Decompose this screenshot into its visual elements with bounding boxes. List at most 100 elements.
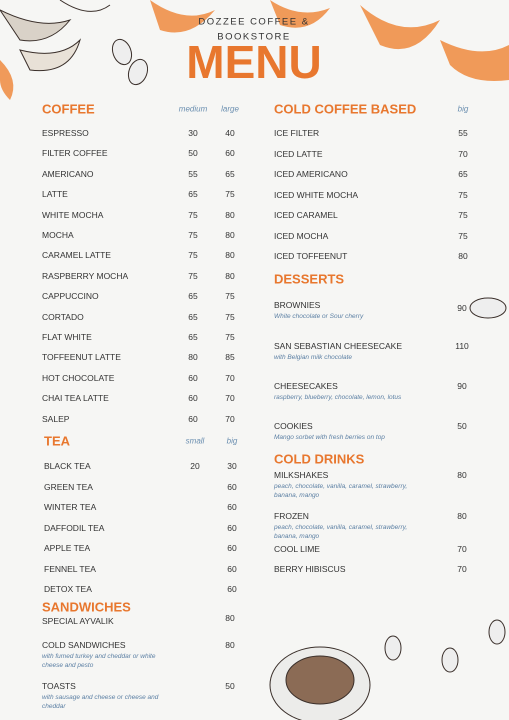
item-name: APPLE TEA	[44, 543, 91, 553]
column-header: small	[185, 436, 205, 446]
item-price: 55	[458, 128, 468, 138]
item-description: peach, chocolate, vanilla, caramel, stra…	[274, 483, 408, 499]
item-name: FENNEL TEA	[44, 563, 96, 574]
section-title: DESSERTS	[274, 271, 345, 287]
item-description: with fumed turkey and cheddar or white c…	[42, 653, 156, 669]
item-price: 60	[227, 543, 237, 553]
item-name: COOL LIME	[274, 544, 320, 554]
item-price: 30	[227, 461, 237, 471]
item-name: SALEP	[42, 413, 70, 424]
item-name: HOT CHOCOLATE	[42, 372, 115, 383]
item-price: 80	[225, 230, 235, 240]
item-price: 75	[188, 250, 198, 261]
item-price: 60	[227, 481, 237, 492]
item-name: DAFFODIL TEA	[44, 522, 105, 533]
item-price: 90	[457, 303, 467, 313]
item-price: 75	[188, 209, 198, 220]
item-name: GREEN TEA	[44, 481, 93, 492]
item-price: 110	[455, 341, 469, 351]
item-name: BERRY HIBISCUS	[274, 564, 346, 574]
item-price: 80	[225, 640, 235, 650]
item-name: CORTADO	[42, 311, 84, 322]
item-name: DETOX TEA	[44, 584, 92, 594]
item-price: 70	[225, 393, 235, 404]
item-price: 85	[225, 352, 235, 363]
section-title: SANDWICHES	[42, 599, 131, 615]
item-price: 50	[225, 681, 235, 691]
item-name: COOKIES	[274, 421, 313, 431]
item-price: 80	[225, 613, 235, 623]
section-title: COLD COFFEE BASED	[274, 101, 417, 117]
item-name: ICED AMERICANO	[274, 169, 348, 179]
item-price: 20	[190, 461, 200, 471]
menu-title: MENU	[186, 36, 322, 88]
item-price: 60	[227, 584, 237, 594]
item-name: CHAI TEA LATTE	[42, 393, 109, 404]
item-price: 40	[225, 128, 235, 138]
item-price: 90	[457, 381, 467, 391]
item-name: ICE FILTER	[274, 128, 320, 138]
header-line: DOZZEE COFFEE &	[198, 16, 310, 28]
item-price: 60	[227, 522, 237, 533]
item-name: FILTER COFFEE	[42, 148, 108, 159]
item-price: 80	[225, 209, 235, 220]
item-price: 55	[188, 168, 198, 179]
item-name: TOASTS	[42, 681, 76, 691]
column-header: large	[221, 104, 239, 114]
item-name: CAPPUCCINO	[42, 291, 99, 302]
item-price: 75	[225, 332, 235, 342]
item-name: BROWNIES	[274, 300, 321, 310]
item-price: 60	[188, 413, 198, 424]
item-price: 70	[458, 148, 468, 159]
item-name: MOCHA	[42, 230, 74, 240]
item-name: MILKSHAKES	[274, 470, 329, 480]
item-price: 75	[188, 270, 198, 281]
item-name: WHITE MOCHA	[42, 209, 104, 220]
item-price: 65	[458, 169, 468, 179]
item-price: 80	[458, 251, 468, 261]
section-title: TEA	[44, 433, 70, 449]
item-price: 75	[225, 291, 235, 302]
item-name: ICED MOCHA	[274, 230, 329, 241]
item-price: 75	[225, 311, 235, 322]
header-line: BOOKSTORE	[217, 31, 291, 43]
item-description: Mango sorbet with fresh berries on top	[274, 434, 385, 441]
item-name: SPECIAL AYVALIK	[42, 616, 114, 626]
item-name: LATTE	[42, 189, 68, 200]
column-header: big	[457, 104, 469, 114]
item-price: 75	[458, 210, 468, 220]
item-name: SAN SEBASTIAN CHEESECAKE	[274, 341, 403, 351]
item-price: 80	[188, 352, 198, 363]
item-price: 80	[457, 511, 467, 521]
item-price: 75	[458, 230, 468, 241]
column-header: medium	[178, 104, 208, 114]
item-price: 70	[457, 544, 467, 554]
item-price: 60	[227, 563, 237, 574]
item-name: CARAMEL LATTE	[42, 250, 111, 261]
item-price: 70	[225, 413, 235, 424]
item-price: 65	[188, 291, 198, 302]
item-price: 60	[188, 372, 198, 383]
item-price: 65	[188, 311, 198, 322]
item-price: 70	[457, 564, 467, 574]
item-description: peach, chocolate, vanilla, caramel, stra…	[274, 524, 408, 540]
item-name: COLD SANDWICHES	[42, 640, 126, 650]
item-price: 80	[225, 270, 235, 281]
item-price: 80	[457, 470, 467, 480]
item-price: 65	[188, 332, 198, 342]
item-price: 75	[188, 230, 198, 240]
item-description: with sausage and cheese or cheese and ch…	[42, 694, 159, 710]
item-name: AMERICANO	[42, 168, 94, 179]
item-price: 50	[188, 148, 198, 159]
item-price: 30	[188, 128, 198, 138]
column-header: big	[226, 436, 238, 446]
item-price: 80	[225, 250, 235, 261]
item-name: WINTER TEA	[44, 502, 97, 512]
item-name: FROZEN	[274, 511, 309, 521]
section-title: COFFEE	[42, 101, 95, 117]
item-price: 60	[188, 393, 198, 404]
item-name: BLACK TEA	[44, 461, 91, 471]
item-price: 75	[458, 189, 468, 200]
